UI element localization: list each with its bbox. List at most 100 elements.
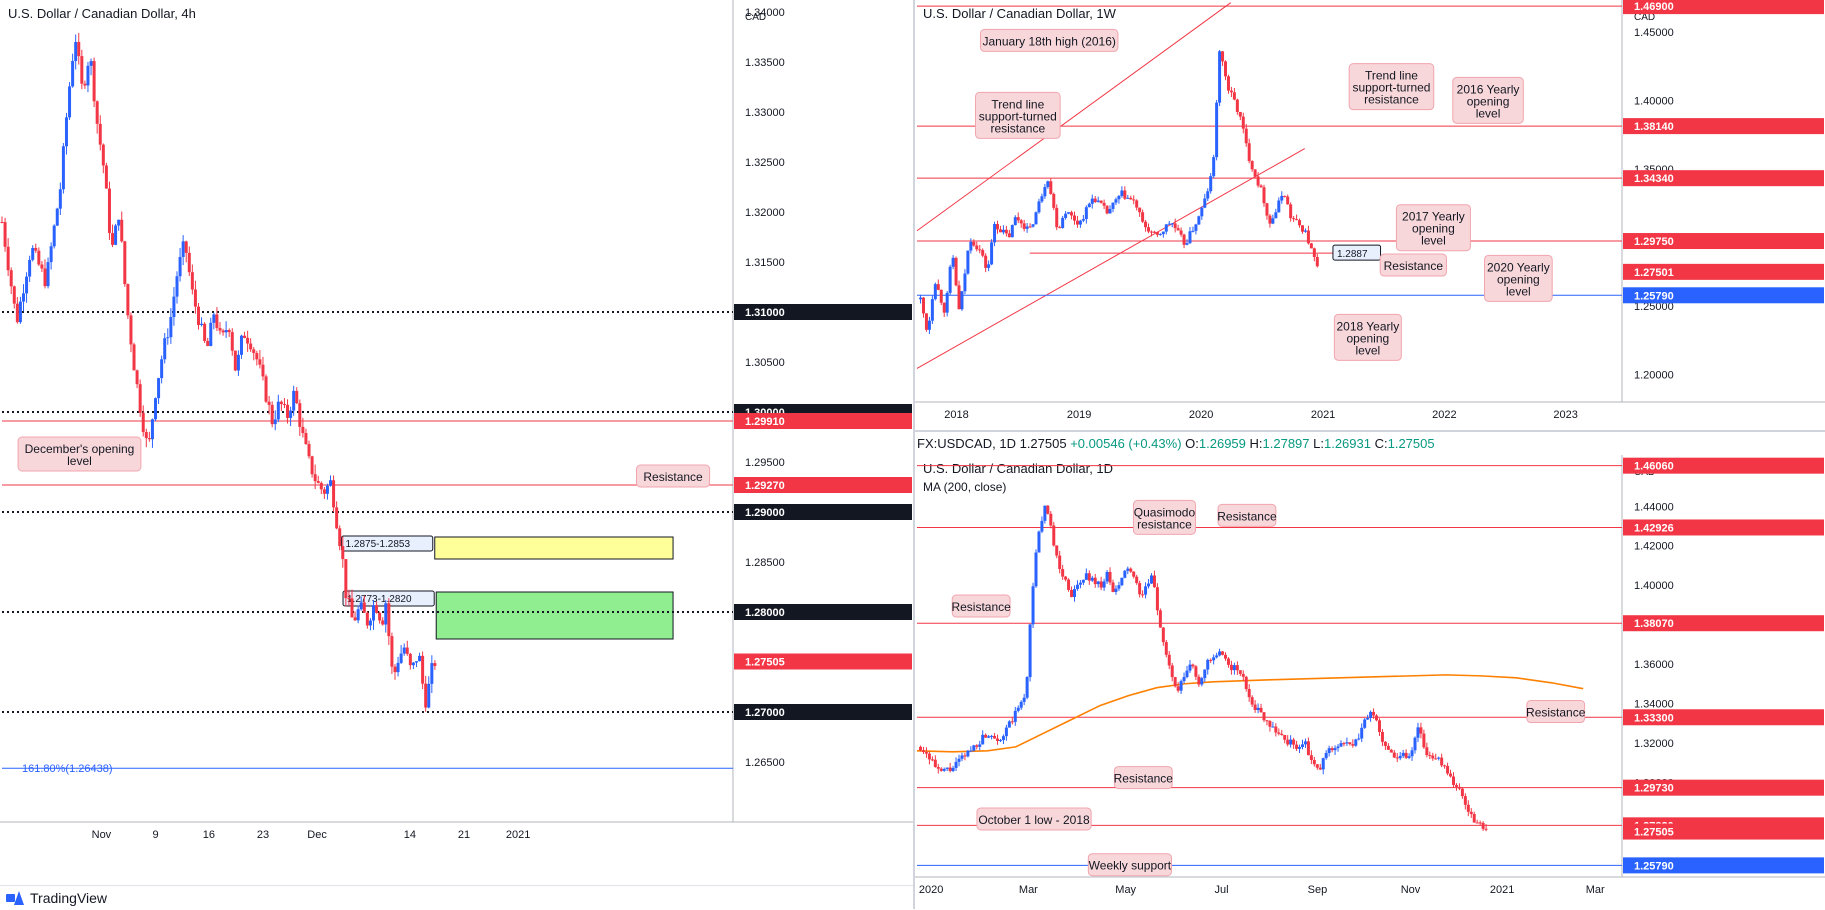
candle-body xyxy=(1357,738,1361,740)
y-tick-label: 1.20000 xyxy=(1634,370,1674,382)
x-tick-label: Mar xyxy=(1019,884,1038,896)
candle-body xyxy=(993,224,997,243)
candle-body xyxy=(1407,756,1411,758)
candle-body xyxy=(1055,545,1059,556)
candle-body xyxy=(1250,697,1254,705)
candle-body xyxy=(998,740,1002,742)
candle-body xyxy=(1457,786,1461,789)
candle-body xyxy=(46,262,50,287)
candle-body xyxy=(193,289,197,307)
price-label-box xyxy=(1623,118,1824,135)
candle-body xyxy=(930,759,934,761)
candle-body xyxy=(58,189,62,209)
panel-divider-vertical[interactable] xyxy=(913,0,915,909)
candle-body xyxy=(1203,669,1207,679)
price-label: 1.25790 xyxy=(1634,290,1674,302)
candle-body xyxy=(1303,741,1307,745)
candle-body xyxy=(141,412,145,433)
candle-body xyxy=(1022,223,1026,229)
x-tick-label: 16 xyxy=(203,829,215,841)
price-label-box xyxy=(1623,615,1824,632)
d1-chart[interactable]: U.S. Dollar / Canadian Dollar, 1D MA (200… xyxy=(915,455,1825,909)
chart-title: U.S. Dollar / Canadian Dollar, 4h xyxy=(8,6,196,21)
candle-body xyxy=(1022,697,1026,702)
candle-body xyxy=(1016,217,1020,221)
h4-chart-panel[interactable]: U.S. Dollar / Canadian Dollar, 4h CAD 1.34… xyxy=(0,0,913,885)
short-level-label: 1.2887 xyxy=(1337,249,1368,260)
candle-body xyxy=(951,767,955,772)
candle-body xyxy=(52,225,56,247)
annotation-callout xyxy=(1452,76,1524,124)
candle-body xyxy=(1152,231,1156,233)
annotation-text: December's opening xyxy=(25,442,135,456)
candle-body xyxy=(261,364,265,377)
annotation-callout xyxy=(17,436,142,472)
candle-body xyxy=(1324,752,1328,759)
candle-body xyxy=(1315,764,1319,768)
candle-body xyxy=(40,264,44,269)
candle-body xyxy=(252,349,256,354)
candle-body xyxy=(1013,710,1017,722)
annotation-text: opening xyxy=(1346,331,1389,345)
candle-body xyxy=(996,738,1000,741)
h4-chart[interactable]: U.S. Dollar / Canadian Dollar, 4h CAD1.34… xyxy=(0,0,913,885)
price-label-box xyxy=(734,413,912,429)
w1-chart-panel[interactable]: U.S. Dollar / Canadian Dollar, 1W CAD 1.45… xyxy=(915,0,1825,430)
candle-body xyxy=(921,750,925,753)
price-label: 1.38140 xyxy=(1634,121,1674,133)
fib-extension-label: 161.80%(1.26438) xyxy=(22,763,113,775)
candle-body xyxy=(1315,256,1319,267)
candle-body xyxy=(224,330,228,333)
candle-body xyxy=(1158,234,1162,236)
x-tick-label: Nov xyxy=(1401,884,1421,896)
candle-body xyxy=(1274,726,1278,733)
candle-body xyxy=(960,755,964,759)
x-tick-label: 2020 xyxy=(1189,409,1213,421)
last-price-box xyxy=(734,653,912,670)
candle-body xyxy=(1197,676,1201,685)
candle-body xyxy=(1280,733,1284,735)
candle-body xyxy=(963,273,967,292)
candle-body xyxy=(1007,721,1011,728)
candle-body xyxy=(933,759,937,767)
candle-body xyxy=(1348,742,1352,745)
w1-chart[interactable]: U.S. Dollar / Canadian Dollar, 1W CAD 1.45… xyxy=(915,0,1825,430)
candle-body xyxy=(1218,51,1222,103)
candle-body xyxy=(408,653,412,666)
candle-body xyxy=(292,390,296,411)
candle-body xyxy=(1206,659,1210,670)
price-label-box xyxy=(1623,519,1824,536)
candle-body xyxy=(126,284,130,316)
d1-chart-panel[interactable]: U.S. Dollar / Canadian Dollar, 1D MA (200… xyxy=(915,455,1825,909)
candle-body xyxy=(1049,181,1053,194)
panel-divider-horizontal[interactable] xyxy=(915,430,1825,432)
price-label: 1.29750 xyxy=(1634,236,1674,248)
candle-body xyxy=(295,390,299,404)
candle-body xyxy=(166,337,170,339)
candle-body xyxy=(1398,755,1402,759)
candle-body xyxy=(203,323,207,341)
candle-body xyxy=(1102,202,1106,206)
candle-body xyxy=(981,734,985,745)
candle-body xyxy=(1292,218,1296,220)
candle-body xyxy=(101,144,105,166)
candle-body xyxy=(1117,195,1121,200)
candle-body xyxy=(1274,212,1278,219)
last-price-label: 1.27501 xyxy=(1634,267,1674,279)
candle-body xyxy=(957,285,961,310)
candle-body xyxy=(1135,200,1139,208)
zone-label: 1.2773-1.2820 xyxy=(347,594,412,605)
candle-body xyxy=(1147,227,1151,232)
x-tick-label: Jul xyxy=(1215,884,1229,896)
candle-body xyxy=(1129,568,1133,572)
short-level-label-box xyxy=(1332,244,1382,261)
candle-body xyxy=(1241,673,1245,677)
symbol-label[interactable]: FX:USDCAD, 1D xyxy=(917,436,1016,451)
candle-body xyxy=(1135,576,1139,584)
candle-body xyxy=(1019,220,1023,224)
tradingview-logo[interactable]: TradingView xyxy=(6,890,107,906)
annotation-text: October 1 low - 2018 xyxy=(978,813,1090,827)
candle-body xyxy=(169,317,173,338)
candle-body xyxy=(987,736,991,738)
annotation-callout xyxy=(1333,313,1402,361)
